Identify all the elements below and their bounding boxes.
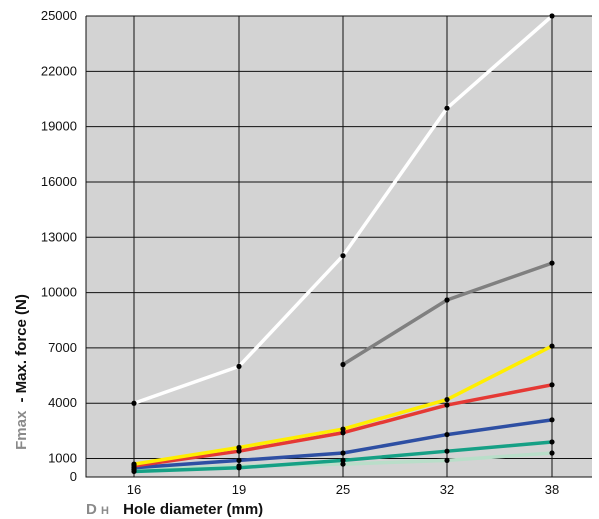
data-point [444,297,450,303]
x-tick-label: 32 [440,482,454,497]
data-point [549,260,555,266]
y-tick-label: 13000 [41,229,77,244]
x-axis-label: D H Hole diameter (mm) [86,501,263,518]
data-point [131,461,137,467]
data-point [549,450,555,456]
data-point [340,426,346,432]
data-point [549,382,555,388]
data-point [549,13,555,19]
data-point [549,417,555,423]
data-point [236,457,242,464]
y-axis-symbol: Fmax [13,410,30,450]
data-point [236,448,242,454]
data-point [236,465,242,471]
x-tick-label: 38 [545,482,559,497]
x-tick-label: 19 [232,482,246,497]
data-point [549,439,555,445]
data-point [549,343,555,349]
data-point [444,448,450,454]
x-axis-symbol-sub: H [101,505,109,517]
plot-area [86,16,592,477]
data-point [444,431,450,438]
data-point [340,450,346,456]
x-tick-label: 25 [336,482,350,497]
data-point [340,461,346,467]
data-point [340,361,346,368]
data-point [340,430,346,436]
axis-frame [85,16,592,478]
x-axis-title: Hole diameter (mm) [123,501,263,518]
data-point [340,457,346,464]
data-point [444,402,450,408]
y-tick-label: 0 [70,469,77,484]
y-axis-label: Fmax - Max. force (N) [13,294,30,450]
data-point [236,444,242,451]
x-tick-labels: 16 19 25 32 38 [127,482,559,497]
y-tick-labels: 0 1000 4000 7000 10000 13000 16000 19000 22000 25… [41,8,77,484]
y-tick-label: 25000 [41,8,77,23]
y-tick-label: 16000 [41,174,77,189]
y-axis-title: - Max. force (N) [13,294,30,402]
y-tick-label: 1000 [48,451,77,466]
data-point [131,400,137,406]
data-point [236,363,242,369]
y-tick-label: 7000 [48,340,77,355]
x-tick-label: 16 [127,482,141,497]
y-tick-label: 22000 [41,63,77,78]
data-point [444,396,450,403]
data-point [340,253,346,259]
y-tick-label: 19000 [41,119,77,134]
series-layer [131,13,555,475]
y-tick-label: 10000 [41,285,77,300]
data-point [444,105,450,111]
data-point [444,457,450,464]
data-point [131,468,137,475]
y-tick-label: 4000 [48,395,77,410]
x-axis-symbol: D [86,501,97,518]
